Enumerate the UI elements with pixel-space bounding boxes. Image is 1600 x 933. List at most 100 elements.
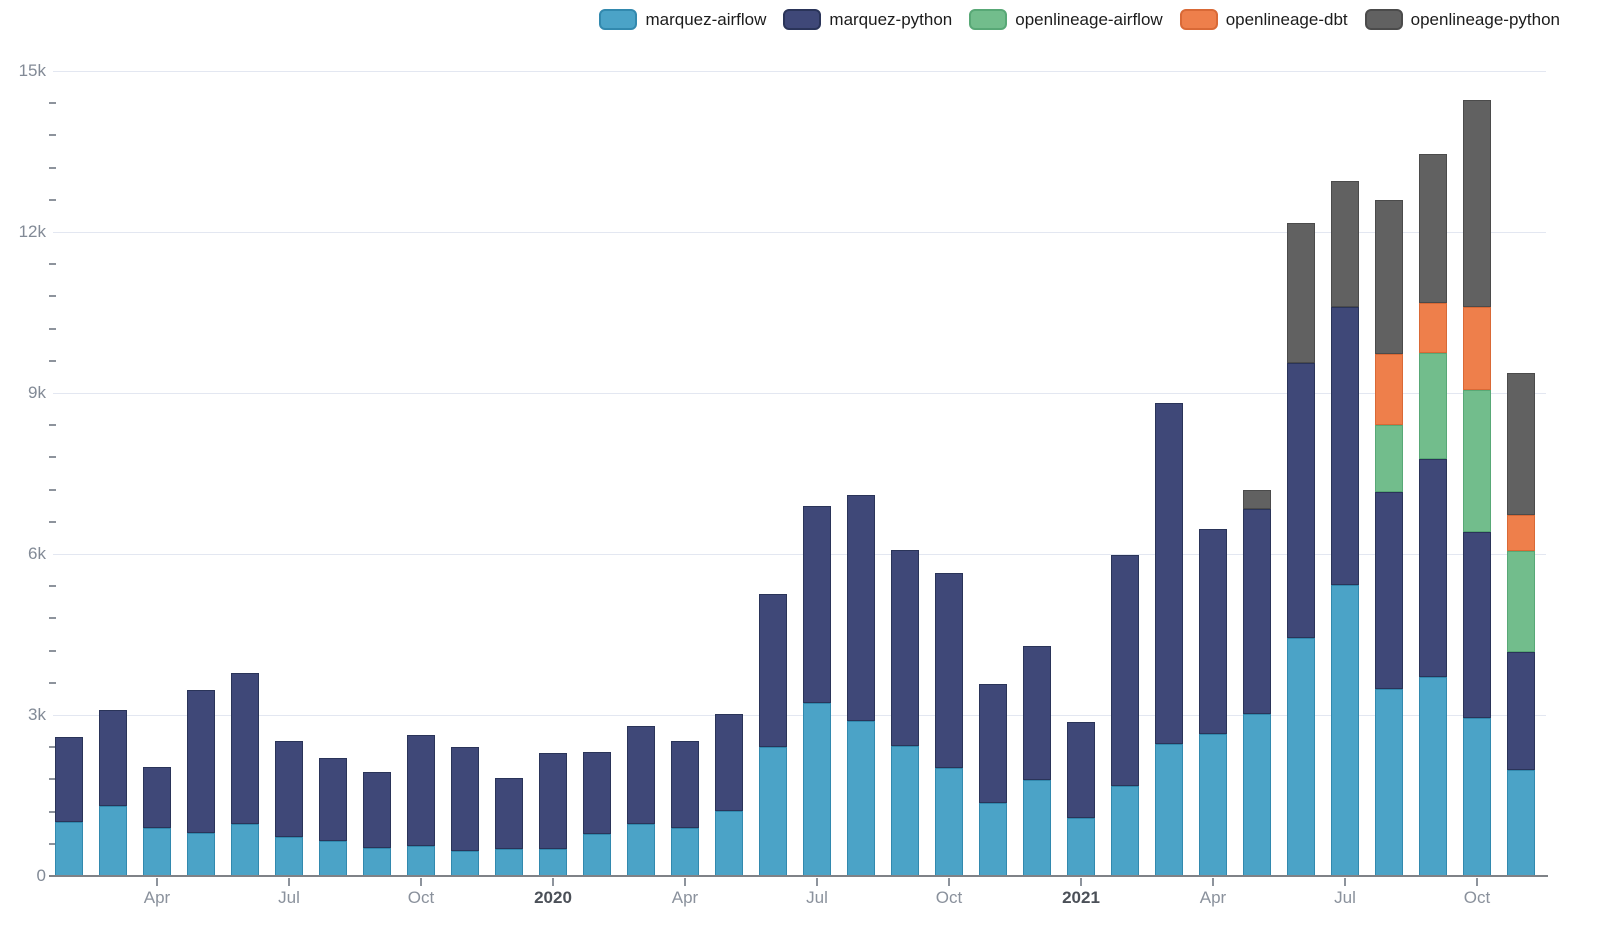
bar-segment-marquez-airflow[interactable] bbox=[715, 811, 743, 876]
bar-segment-marquez-python[interactable] bbox=[671, 741, 699, 828]
bar-segment-marquez-airflow[interactable] bbox=[539, 849, 567, 876]
bar-segment-marquez-python[interactable] bbox=[891, 550, 919, 746]
bar-segment-marquez-python[interactable] bbox=[759, 594, 787, 747]
bar-segment-marquez-python[interactable] bbox=[495, 778, 523, 849]
bar-segment-marquez-python[interactable] bbox=[935, 573, 963, 768]
bar-segment-marquez-python[interactable] bbox=[1243, 509, 1271, 714]
bar-segment-marquez-python[interactable] bbox=[979, 684, 1007, 803]
bar-segment-marquez-airflow[interactable] bbox=[231, 824, 259, 876]
bar-segment-marquez-python[interactable] bbox=[275, 741, 303, 837]
bar-segment-marquez-python[interactable] bbox=[1375, 492, 1403, 689]
bar-segment-openlineage-python[interactable] bbox=[1463, 100, 1491, 307]
bar-segment-marquez-airflow[interactable] bbox=[935, 768, 963, 876]
bar-segment-openlineage-dbt[interactable] bbox=[1419, 303, 1447, 353]
bar-segment-marquez-python[interactable] bbox=[1199, 529, 1227, 734]
bar-segment-marquez-airflow[interactable] bbox=[891, 746, 919, 876]
bar-segment-marquez-python[interactable] bbox=[1331, 307, 1359, 585]
bar-segment-marquez-airflow[interactable] bbox=[1375, 689, 1403, 876]
bar-segment-openlineage-python[interactable] bbox=[1419, 154, 1447, 303]
bar-segment-marquez-python[interactable] bbox=[715, 714, 743, 811]
bar-segment-openlineage-airflow[interactable] bbox=[1375, 425, 1403, 492]
bar-segment-marquez-airflow[interactable] bbox=[319, 841, 347, 876]
bar-segment-marquez-airflow[interactable] bbox=[759, 747, 787, 876]
x-axis-tick bbox=[1344, 878, 1346, 886]
y-minor-tick bbox=[49, 166, 56, 169]
legend-item-marquez-python[interactable]: marquez-python bbox=[783, 9, 952, 30]
bar-segment-marquez-airflow[interactable] bbox=[1243, 714, 1271, 876]
bar-segment-marquez-airflow[interactable] bbox=[451, 851, 479, 876]
bar-segment-marquez-airflow[interactable] bbox=[187, 833, 215, 876]
bar-segment-marquez-python[interactable] bbox=[1463, 532, 1491, 718]
bar-segment-marquez-python[interactable] bbox=[847, 495, 875, 721]
x-axis-label-Oct: Oct bbox=[407, 888, 435, 907]
bar-segment-marquez-python[interactable] bbox=[143, 767, 171, 828]
bar-segment-openlineage-airflow[interactable] bbox=[1419, 353, 1447, 459]
bar-segment-marquez-airflow[interactable] bbox=[407, 846, 435, 876]
bar-segment-marquez-python[interactable] bbox=[1419, 459, 1447, 677]
bar-segment-openlineage-dbt[interactable] bbox=[1463, 307, 1491, 390]
bar-segment-openlineage-python[interactable] bbox=[1243, 490, 1271, 509]
bar-segment-marquez-airflow[interactable] bbox=[803, 703, 831, 876]
bar-segment-marquez-airflow[interactable] bbox=[1199, 734, 1227, 876]
bar-segment-marquez-python[interactable] bbox=[187, 690, 215, 833]
bar-segment-marquez-airflow[interactable] bbox=[1331, 585, 1359, 876]
x-axis-tick bbox=[552, 878, 554, 886]
legend-item-openlineage-airflow[interactable]: openlineage-airflow bbox=[969, 9, 1163, 30]
bar-segment-openlineage-dbt[interactable] bbox=[1507, 515, 1535, 551]
bar-segment-openlineage-python[interactable] bbox=[1331, 181, 1359, 307]
bar-segment-marquez-airflow[interactable] bbox=[671, 828, 699, 876]
bar-segment-marquez-airflow[interactable] bbox=[627, 824, 655, 876]
bar-segment-marquez-airflow[interactable] bbox=[1463, 718, 1491, 876]
bar-segment-marquez-python[interactable] bbox=[99, 710, 127, 806]
bar-segment-marquez-python[interactable] bbox=[1023, 646, 1051, 780]
bar-segment-marquez-python[interactable] bbox=[1287, 363, 1315, 638]
bar-segment-marquez-airflow[interactable] bbox=[55, 822, 83, 876]
bar-segment-marquez-airflow[interactable] bbox=[847, 721, 875, 876]
bar-segment-marquez-python[interactable] bbox=[1067, 722, 1095, 818]
bar-segment-marquez-airflow[interactable] bbox=[979, 803, 1007, 876]
bar-segment-openlineage-python[interactable] bbox=[1287, 223, 1315, 363]
legend-swatch-icon bbox=[1179, 9, 1218, 30]
bar-segment-marquez-airflow[interactable] bbox=[1155, 744, 1183, 876]
y-minor-tick bbox=[49, 746, 56, 749]
bar-segment-marquez-python[interactable] bbox=[583, 752, 611, 834]
bar-segment-marquez-python[interactable] bbox=[407, 735, 435, 846]
bar-segment-marquez-python[interactable] bbox=[539, 753, 567, 849]
legend-item-openlineage-dbt[interactable]: openlineage-dbt bbox=[1179, 9, 1348, 30]
bar-segment-marquez-airflow[interactable] bbox=[583, 834, 611, 876]
bar-segment-marquez-python[interactable] bbox=[803, 506, 831, 703]
bar-segment-marquez-airflow[interactable] bbox=[1067, 818, 1095, 876]
bar-segment-openlineage-airflow[interactable] bbox=[1507, 551, 1535, 652]
bar-segment-marquez-python[interactable] bbox=[1507, 652, 1535, 770]
bar-segment-marquez-airflow[interactable] bbox=[1287, 638, 1315, 876]
y-axis-label-3k: 3k bbox=[28, 705, 46, 724]
bar-segment-marquez-python[interactable] bbox=[231, 673, 259, 824]
bar-segment-marquez-python[interactable] bbox=[55, 737, 83, 822]
bar-segment-openlineage-dbt[interactable] bbox=[1375, 354, 1403, 425]
bar-segment-marquez-python[interactable] bbox=[363, 772, 391, 848]
bar-segment-marquez-python[interactable] bbox=[1155, 403, 1183, 744]
bar-segment-marquez-airflow[interactable] bbox=[363, 848, 391, 876]
bar-segment-marquez-airflow[interactable] bbox=[1111, 786, 1139, 876]
legend-item-marquez-airflow[interactable]: marquez-airflow bbox=[599, 9, 766, 30]
bar-segment-marquez-python[interactable] bbox=[319, 758, 347, 841]
bar-segment-openlineage-python[interactable] bbox=[1507, 373, 1535, 515]
bar-segment-openlineage-airflow[interactable] bbox=[1463, 390, 1491, 532]
x-axis-tick bbox=[420, 878, 422, 886]
bar-segment-marquez-python[interactable] bbox=[451, 747, 479, 851]
bar-segment-marquez-airflow[interactable] bbox=[99, 806, 127, 876]
bar-2021-04 bbox=[1199, 529, 1227, 876]
bar-segment-marquez-airflow[interactable] bbox=[143, 828, 171, 876]
legend-swatch-icon bbox=[783, 9, 822, 30]
bar-segment-marquez-airflow[interactable] bbox=[495, 849, 523, 876]
legend-swatch-icon bbox=[969, 9, 1008, 30]
bar-segment-marquez-python[interactable] bbox=[627, 726, 655, 824]
y-minor-tick bbox=[49, 488, 56, 491]
bar-segment-marquez-airflow[interactable] bbox=[1023, 780, 1051, 876]
bar-segment-openlineage-python[interactable] bbox=[1375, 200, 1403, 354]
legend-item-openlineage-python[interactable]: openlineage-python bbox=[1364, 9, 1560, 30]
bar-segment-marquez-airflow[interactable] bbox=[1507, 770, 1535, 876]
bar-segment-marquez-airflow[interactable] bbox=[1419, 677, 1447, 876]
bar-segment-marquez-python[interactable] bbox=[1111, 555, 1139, 786]
bar-segment-marquez-airflow[interactable] bbox=[275, 837, 303, 876]
